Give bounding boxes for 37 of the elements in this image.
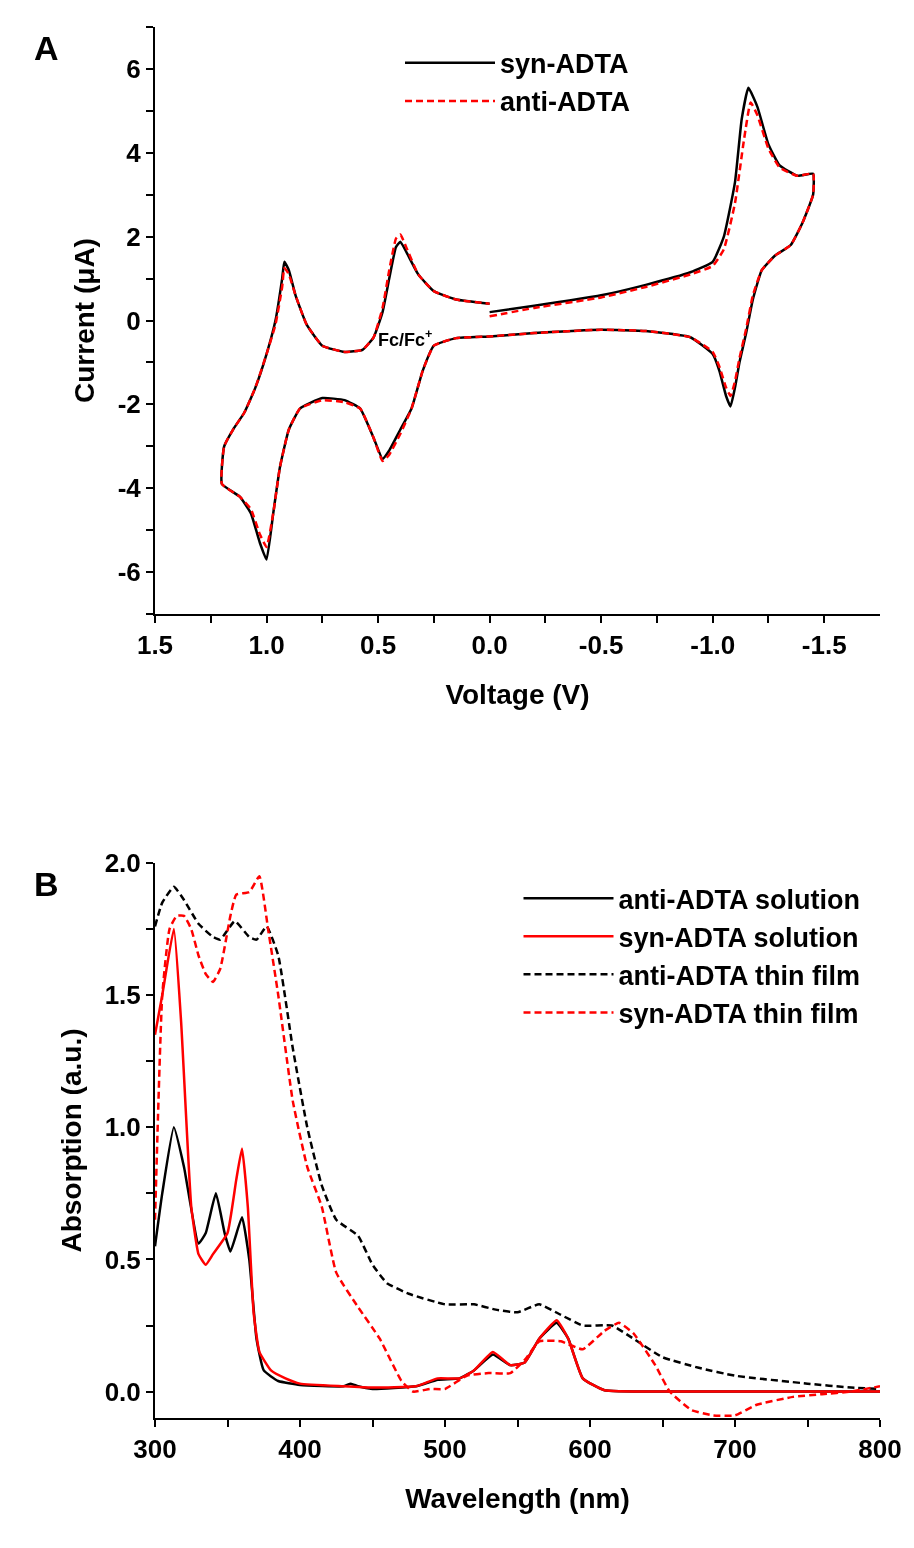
y-tick-label: 1.5 <box>104 980 141 1011</box>
y-tick-label: 1.0 <box>104 1112 141 1143</box>
x-tick-label: -1.0 <box>690 630 736 661</box>
x-tick-label: 800 <box>858 1434 902 1465</box>
x-tick-label: 300 <box>133 1434 177 1465</box>
x-tick-label: 500 <box>423 1434 467 1465</box>
y-tick-label: -6 <box>117 557 141 588</box>
x-tick-label: 1.0 <box>248 630 285 661</box>
y-tick-label: -4 <box>117 473 142 504</box>
text: B <box>34 865 59 903</box>
y-tick-label: 4 <box>126 137 142 168</box>
annotation: Fc/Fc$^{+}$ <box>378 327 433 350</box>
y-tick-label: 0 <box>126 305 141 336</box>
x-tick-label: -0.5 <box>578 630 624 661</box>
legend-label: anti-ADTA <box>500 87 630 118</box>
x-tick-label: 600 <box>568 1434 612 1465</box>
legend-label: syn-ADTA thin film <box>618 998 859 1029</box>
y-tick-label: 6 <box>126 54 141 85</box>
legend-label: syn-ADTA <box>500 49 629 80</box>
legend-label: syn-ADTA solution <box>618 922 859 953</box>
x-tick-label: 700 <box>713 1434 757 1465</box>
y-tick-label: 0.5 <box>104 1244 141 1275</box>
x-tick-label: 0.5 <box>360 630 397 661</box>
legend-label: anti-ADTA solution <box>618 884 860 915</box>
x-tick-label: 400 <box>278 1434 322 1465</box>
x-axis-title: Voltage (V) <box>445 678 590 710</box>
legend-label: anti-ADTA thin film <box>618 960 860 991</box>
x-tick-label: -1.5 <box>801 630 847 661</box>
y-axis-title: Current (μA) <box>68 238 100 403</box>
y-tick-label: 0.0 <box>104 1376 141 1407</box>
y-tick-label: -2 <box>117 389 141 420</box>
y-tick-label: 2.0 <box>104 848 141 879</box>
x-tick-label: 0.0 <box>471 630 508 661</box>
x-axis-title: Wavelength (nm) <box>405 1482 630 1514</box>
y-tick-label: 2 <box>126 221 141 252</box>
y-axis-title: Absorption (a.u.) <box>55 1028 87 1253</box>
text: A <box>34 29 59 67</box>
